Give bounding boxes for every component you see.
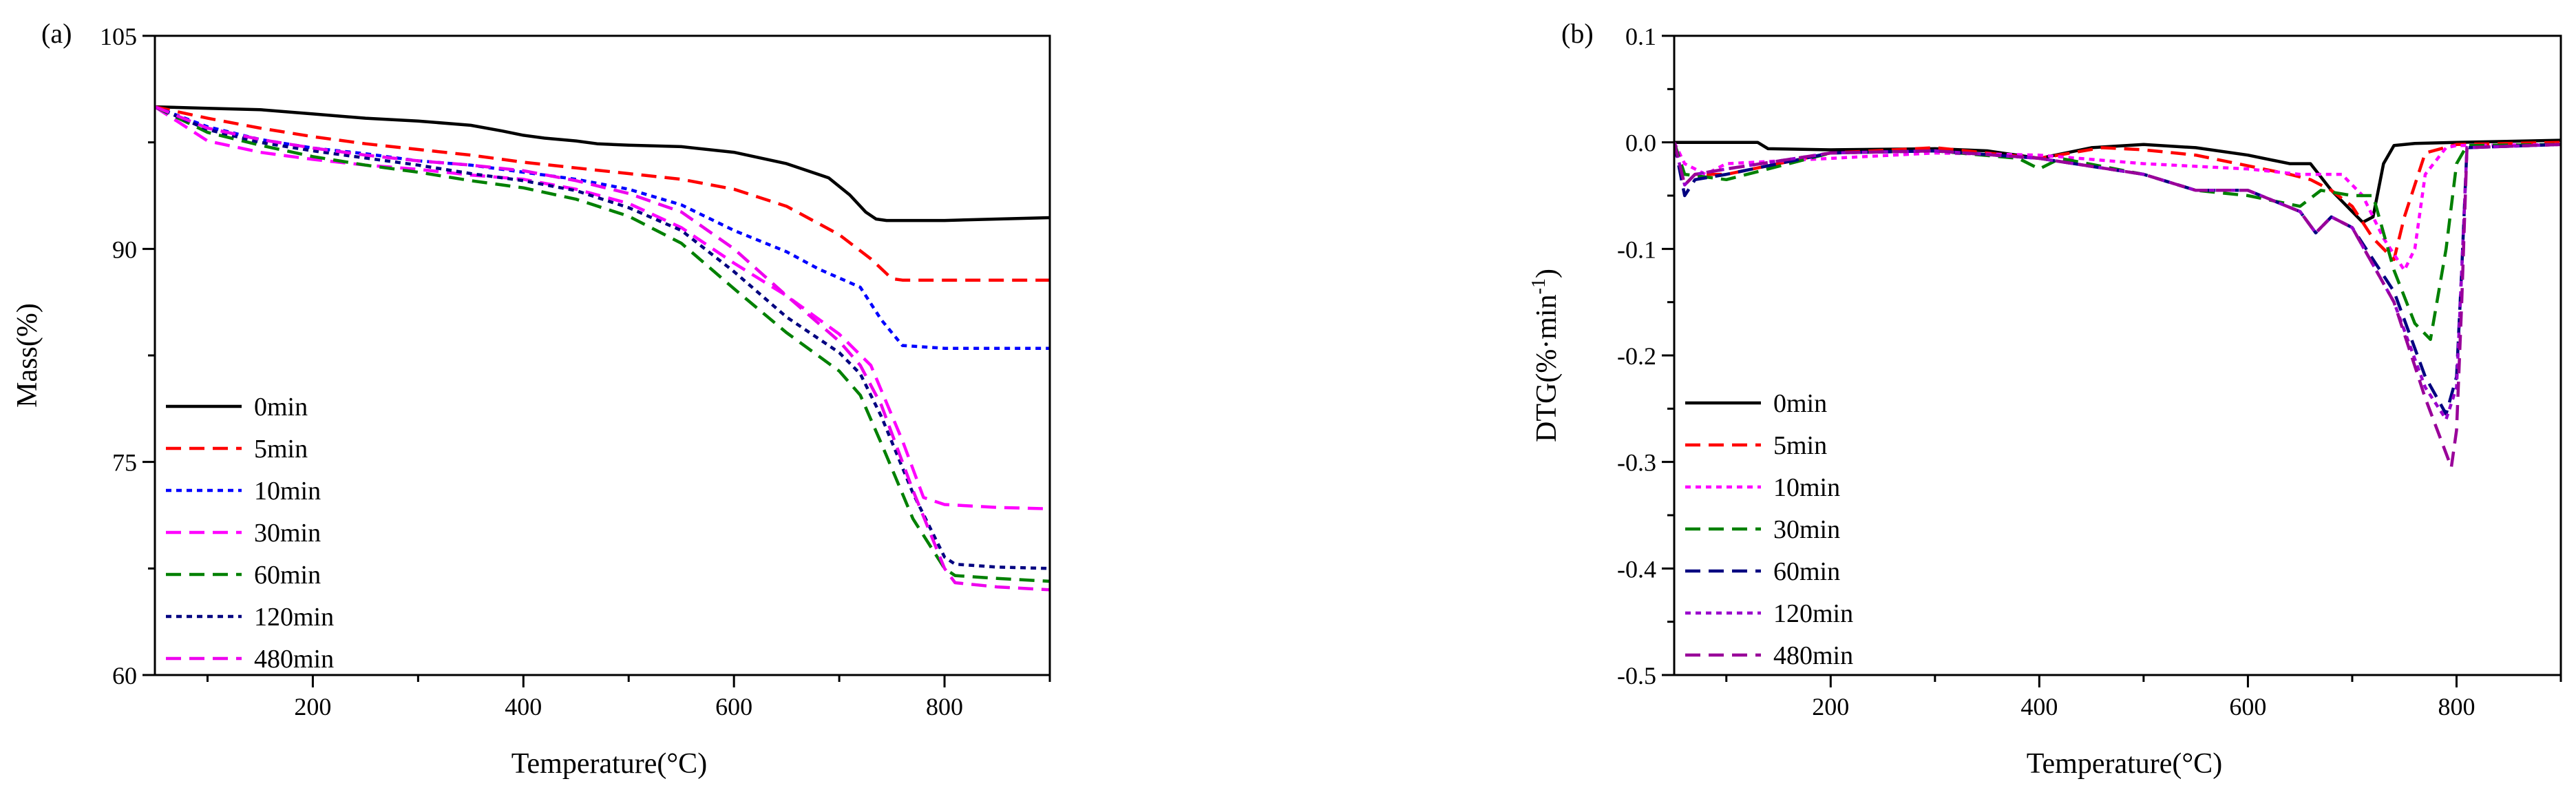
- y-tick-label: 60: [112, 662, 137, 689]
- series-line-60min: [155, 105, 1050, 583]
- legend-label-5min: 5min: [1773, 431, 1827, 460]
- y-tick-label: 75: [112, 449, 137, 477]
- series-line-30min: [1674, 141, 2561, 342]
- x-tick-label: 800: [2438, 693, 2475, 720]
- series-line-120min: [155, 105, 1050, 570]
- y-axis-title-main: DTG(%·min: [1531, 294, 1563, 442]
- legend: 0min 5min 10min 30min 60min 120min 480min: [166, 393, 334, 674]
- y-tick-label: -0.1: [1617, 236, 1656, 263]
- series-line-5min: [155, 105, 1050, 282]
- series-line-120min: [1674, 142, 2561, 422]
- legend-label-480min: 480min: [1773, 641, 1853, 670]
- series-line-30min: [155, 105, 1050, 510]
- y-tick-label: -0.3: [1617, 449, 1656, 477]
- x-tick-label: 800: [926, 693, 963, 720]
- y-axis-title-end: ): [1531, 269, 1563, 278]
- y-tick-label: 90: [112, 236, 137, 263]
- x-tick-label: 200: [1812, 693, 1849, 720]
- legend-label-5min: 5min: [254, 435, 308, 464]
- y-tick-label: -0.5: [1617, 662, 1656, 689]
- legend-label-30min: 30min: [254, 519, 321, 548]
- x-axis-title: Temperature(°C): [2027, 748, 2222, 780]
- y-tick-label: 0.0: [1625, 129, 1656, 157]
- series-line-10min: [1674, 141, 2561, 272]
- y-axis-title-sup: -1: [1528, 278, 1550, 294]
- legend-label-0min: 0min: [254, 393, 308, 422]
- y-tick-label: -0.2: [1617, 342, 1656, 370]
- series-line-480min: [1674, 142, 2561, 469]
- panel-label: (b): [1561, 18, 1594, 49]
- legend-label-10min: 10min: [254, 477, 321, 506]
- dtg-panel: 200 400 600 800 -0.5 -0.4 -0.3 -0.2 -0.1 0.0 0.1 Te…: [1528, 18, 2562, 780]
- legend: 0min 5min 10min 30min 60min 120min 480min: [1685, 389, 1853, 670]
- x-tick-label: 200: [294, 693, 331, 720]
- x-tick-label: 400: [2020, 693, 2058, 720]
- mass-panel: 200 400 600 800 60 75 90 105 Temperature(°C) Mass…: [12, 18, 1051, 780]
- series-line-480min: [155, 105, 1050, 592]
- series-group: [155, 105, 1050, 592]
- series-line-5min: [1674, 141, 2561, 262]
- legend-label-30min: 30min: [1773, 515, 1840, 544]
- legend-label-60min: 60min: [1773, 557, 1840, 586]
- x-tick-label: 600: [2229, 693, 2266, 720]
- legend-label-120min: 120min: [1773, 599, 1853, 628]
- legend-label-120min: 120min: [254, 603, 334, 632]
- series-group: [1674, 138, 2561, 469]
- y-tick-label: 105: [100, 23, 137, 50]
- x-tick-label: 400: [505, 693, 542, 720]
- legend-label-0min: 0min: [1773, 389, 1827, 418]
- series-line-0min: [1674, 138, 2561, 224]
- panel-label: (a): [41, 18, 72, 49]
- legend-label-480min: 480min: [254, 645, 334, 674]
- series-line-60min: [1674, 142, 2561, 416]
- legend-label-60min: 60min: [254, 561, 321, 590]
- series-line-0min: [155, 105, 1050, 222]
- y-tick-label: -0.4: [1617, 555, 1656, 583]
- y-axis-title: DTG(%·min-1): [1528, 269, 1563, 442]
- y-tick-label: 0.1: [1625, 23, 1656, 50]
- x-axis-title: Temperature(°C): [511, 748, 707, 780]
- y-axis-title: Mass(%): [12, 303, 43, 408]
- legend-label-10min: 10min: [1773, 473, 1840, 502]
- x-tick-label: 600: [715, 693, 752, 720]
